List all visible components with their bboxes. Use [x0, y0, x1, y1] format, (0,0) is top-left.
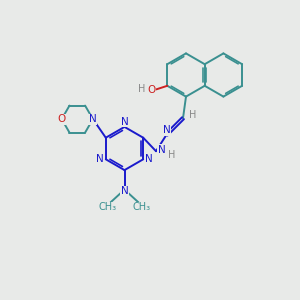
Text: CH₃: CH₃ — [133, 202, 151, 212]
Text: H: H — [189, 110, 196, 120]
Text: N: N — [145, 154, 153, 164]
Text: N: N — [163, 125, 170, 135]
Text: O: O — [148, 85, 156, 95]
Text: CH₃: CH₃ — [98, 202, 116, 212]
Text: H: H — [137, 84, 145, 94]
Text: H: H — [168, 150, 175, 160]
Text: N: N — [96, 154, 104, 164]
Text: N: N — [89, 114, 97, 124]
Text: N: N — [121, 186, 128, 196]
Text: N: N — [121, 116, 128, 127]
Text: N: N — [158, 145, 165, 155]
Text: O: O — [58, 114, 66, 124]
